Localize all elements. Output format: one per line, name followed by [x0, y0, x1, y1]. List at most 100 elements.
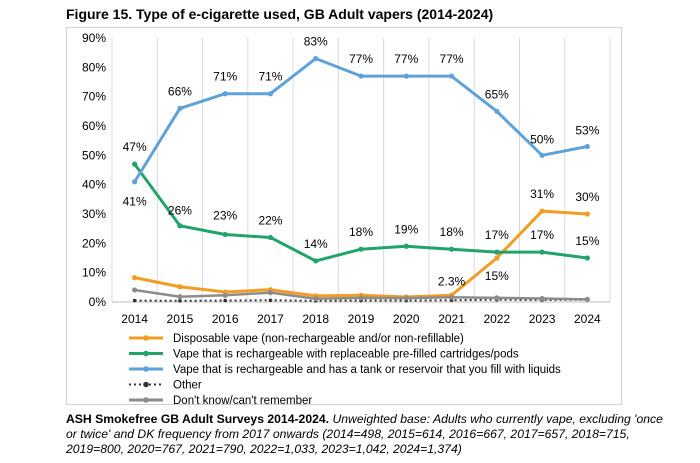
data-point: [403, 295, 409, 301]
data-label: 77%: [349, 52, 373, 66]
legend-marker: [143, 366, 149, 372]
legend-label: Other: [173, 380, 202, 392]
y-tick-label: 80%: [82, 60, 106, 74]
data-label: 17%: [485, 228, 509, 242]
data-point: [222, 292, 228, 298]
data-point: [132, 287, 138, 293]
data-label: 50%: [530, 132, 554, 146]
data-label: 83%: [304, 35, 328, 49]
data-point: [403, 243, 409, 249]
figure-title: Figure 15. Type of e-cigarette used, GB …: [66, 6, 494, 22]
data-label: 53%: [575, 124, 599, 138]
legend-label: Disposable vape (non-rechargeable and/or…: [173, 333, 464, 345]
data-point: [267, 290, 274, 296]
data-label: 41%: [123, 195, 147, 209]
data-point: [448, 73, 455, 79]
data-label: 14%: [304, 237, 328, 251]
data-point: [539, 152, 545, 158]
data-point: [267, 91, 274, 97]
legend-label: Don't know/can't remember: [173, 395, 312, 404]
data-point: [539, 208, 545, 214]
data-point: [132, 298, 137, 303]
legend-label: Vape that is rechargeable and has a tank…: [173, 364, 561, 376]
data-label: 15%: [575, 234, 599, 248]
data-point: [358, 73, 364, 79]
data-label: 15%: [485, 269, 509, 283]
data-point: [494, 249, 500, 255]
x-tick-label: 2017: [257, 312, 284, 326]
data-point: [539, 249, 545, 255]
x-tick-label: 2019: [348, 312, 375, 326]
legend-label: Vape that is rechargeable with replaceab…: [173, 349, 519, 361]
y-tick-label: 50%: [82, 148, 106, 162]
data-point: [358, 246, 364, 252]
legend: Disposable vape (non-rechargeable and/or…: [129, 333, 561, 404]
legend-marker: [143, 397, 149, 403]
y-tick-label: 40%: [82, 178, 106, 192]
data-point: [584, 296, 590, 302]
data-label: 66%: [168, 84, 192, 98]
data-point: [584, 255, 590, 261]
y-tick-label: 10%: [82, 266, 106, 280]
data-point: [584, 143, 590, 150]
data-point: [494, 108, 500, 114]
data-point: [132, 275, 138, 281]
y-tick-label: 20%: [82, 236, 106, 250]
y-tick-label: 90%: [82, 31, 106, 45]
x-tick-label: 2018: [302, 312, 329, 326]
legend-marker: [143, 335, 149, 341]
data-label: 23%: [213, 209, 237, 223]
y-tick-label: 30%: [82, 207, 106, 221]
grid-lines: [111, 38, 611, 302]
data-label: 30%: [575, 190, 599, 204]
data-point: [222, 231, 228, 238]
y-tick-label: 60%: [82, 119, 106, 133]
data-labels: 2.3% 15% 31% 30% 47% 26% 23% 22% 14% 18% 19% 18% 17%…: [123, 35, 600, 289]
x-tick-label: 2015: [167, 312, 194, 326]
data-point: [222, 91, 228, 97]
footnote: ASH Smokefree GB Adult Surveys 2014-2024…: [66, 412, 666, 457]
data-label: 17%: [530, 228, 554, 242]
data-point: [267, 234, 274, 241]
data-point: [177, 223, 183, 229]
x-tick-label: 2021: [438, 312, 465, 326]
legend-marker: [143, 350, 149, 357]
data-point: [584, 211, 590, 217]
data-point: [313, 296, 319, 302]
data-point: [494, 295, 500, 301]
legend-marker: [143, 381, 149, 388]
data-point: [539, 295, 545, 302]
data-point: [268, 298, 273, 303]
data-label: 71%: [213, 70, 237, 84]
data-label: 77%: [440, 52, 464, 66]
x-tick-label: 2020: [393, 312, 420, 326]
line-chart: 0% 10% 20% 30% 40% 50% 60% 70% 80% 90% 2014 2015 201…: [82, 31, 611, 404]
data-label: 31%: [530, 187, 554, 201]
data-label: 18%: [349, 225, 373, 239]
data-point: [358, 295, 364, 301]
data-point: [403, 73, 409, 79]
data-label: 18%: [440, 225, 464, 239]
data-point: [178, 299, 182, 303]
data-label: 19%: [394, 222, 418, 236]
data-label: 2.3%: [438, 274, 466, 288]
footnote-source: ASH Smokefree GB Adult Surveys 2014-2024…: [66, 412, 330, 426]
data-point: [448, 246, 455, 252]
data-point: [448, 294, 455, 300]
x-tick-label: 2023: [529, 312, 556, 326]
data-label: 71%: [258, 70, 282, 84]
data-point: [313, 258, 319, 264]
data-point: [223, 298, 227, 303]
data-label: 65%: [485, 87, 509, 101]
data-point: [177, 294, 183, 300]
y-tick-label: 0%: [89, 295, 107, 309]
series-lines: [132, 55, 590, 303]
x-tick-label: 2022: [483, 312, 510, 326]
data-point: [177, 105, 183, 111]
data-point: [177, 284, 183, 290]
chart-frame: 0% 10% 20% 30% 40% 50% 60% 70% 80% 90% 2014 2015 201…: [66, 27, 622, 405]
x-tick-label: 2024: [574, 312, 601, 326]
data-label: 77%: [394, 52, 418, 66]
x-tick-label: 2014: [121, 312, 148, 326]
y-tick-label: 70%: [82, 90, 106, 104]
